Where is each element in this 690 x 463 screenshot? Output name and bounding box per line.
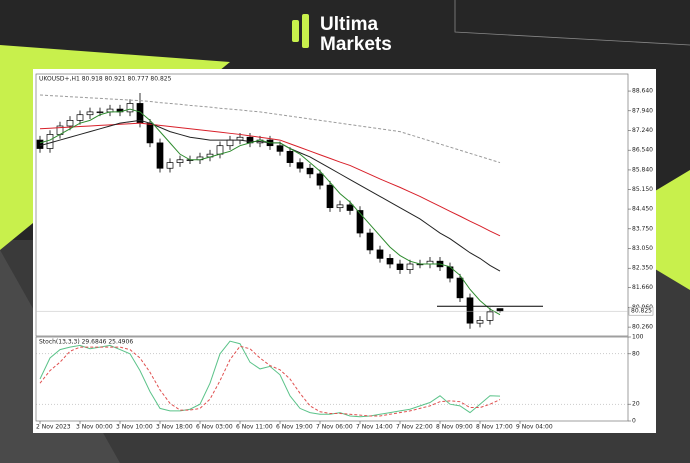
candle-body [296, 162, 304, 169]
y-tick-label: 20 [632, 401, 640, 408]
logo-icon [302, 14, 309, 48]
y-tick-label: 83.050 [632, 245, 653, 252]
candle-body [306, 167, 314, 175]
y-tick-label: 80 [632, 350, 640, 357]
x-tick-label: 6 Nov 19:00 [276, 424, 313, 431]
x-tick-label: 8 Nov 09:00 [436, 424, 473, 431]
candle-body [86, 111, 94, 116]
x-tick-label: 2 Nov 2023 [36, 424, 71, 431]
chart-panel [33, 69, 656, 433]
x-tick-label: 3 Nov 10:00 [116, 424, 153, 431]
line-series [39, 340, 501, 418]
line-series [39, 345, 501, 417]
y-tick-label: 85.840 [632, 166, 653, 173]
y-tick-label: 87.940 [632, 107, 653, 114]
candle-body [36, 139, 44, 149]
candle-body [316, 173, 324, 186]
candle-body [146, 122, 154, 144]
candle-body [346, 204, 354, 211]
y-tick-label: 87.240 [632, 127, 653, 134]
candle-body [166, 162, 174, 169]
candle-body [456, 277, 464, 299]
candle-body [476, 320, 484, 324]
candle-body [326, 184, 334, 209]
y-tick-label: 85.150 [632, 186, 653, 193]
line-series [39, 94, 501, 164]
candle-body [46, 134, 54, 149]
y-tick-label: 100 [632, 334, 644, 341]
y-tick-label: 80.260 [632, 324, 653, 331]
logo-icon [292, 20, 299, 42]
line-series [39, 108, 501, 316]
candle-body [126, 103, 134, 113]
candle-body [276, 145, 284, 152]
candle-body [76, 114, 84, 121]
candle-body [366, 232, 374, 251]
candle-body [386, 258, 394, 265]
candle-body [286, 150, 294, 163]
candle-body [216, 145, 224, 155]
y-tick-label: 86.540 [632, 147, 653, 154]
candle-body [226, 139, 234, 147]
stoch-frame [35, 336, 629, 422]
stoch-title: Stoch(13,3,3) 29.6846 25.4906 [39, 339, 133, 346]
candle-body [376, 249, 384, 259]
chart-title: UKOUSD+,H1 80.918 80.921 80.777 80.825 [39, 76, 172, 83]
y-tick-label: 82.350 [632, 265, 653, 272]
x-tick-label: 9 Nov 04:00 [516, 424, 553, 431]
candle-body [496, 308, 504, 312]
x-tick-label: 3 Nov 18:00 [156, 424, 193, 431]
x-tick-label: 3 Nov 00:00 [76, 424, 113, 431]
last-price-box [628, 306, 654, 316]
last-price-label: 80.825 [631, 308, 652, 315]
candle-body [156, 142, 164, 169]
y-tick-label: 83.750 [632, 225, 653, 232]
y-tick-label: 88.640 [632, 88, 653, 95]
candle-body [176, 159, 184, 163]
candle-body [466, 297, 474, 324]
x-tick-label: 6 Nov 11:00 [236, 424, 273, 431]
candle-body [66, 120, 74, 127]
x-tick-label: 7 Nov 22:00 [396, 424, 433, 431]
candle-body [96, 111, 104, 114]
plot-frame [35, 73, 629, 337]
y-tick-label: 0 [632, 418, 636, 425]
candle-body [336, 204, 344, 209]
logo-text: Markets [320, 34, 392, 55]
decor-line [454, 0, 690, 46]
candle-body [356, 210, 364, 234]
x-tick-label: 6 Nov 03:00 [196, 424, 233, 431]
y-tick-label: 84.450 [632, 206, 653, 213]
x-tick-label: 7 Nov 06:00 [316, 424, 353, 431]
candle-body [406, 263, 414, 270]
y-tick-label: 81.660 [632, 284, 653, 291]
x-tick-label: 7 Nov 14:00 [356, 424, 393, 431]
logo-text: Ultima [320, 14, 379, 35]
x-tick-label: 8 Nov 17:00 [476, 424, 513, 431]
candle-body [396, 263, 404, 270]
candle-body [486, 311, 494, 321]
